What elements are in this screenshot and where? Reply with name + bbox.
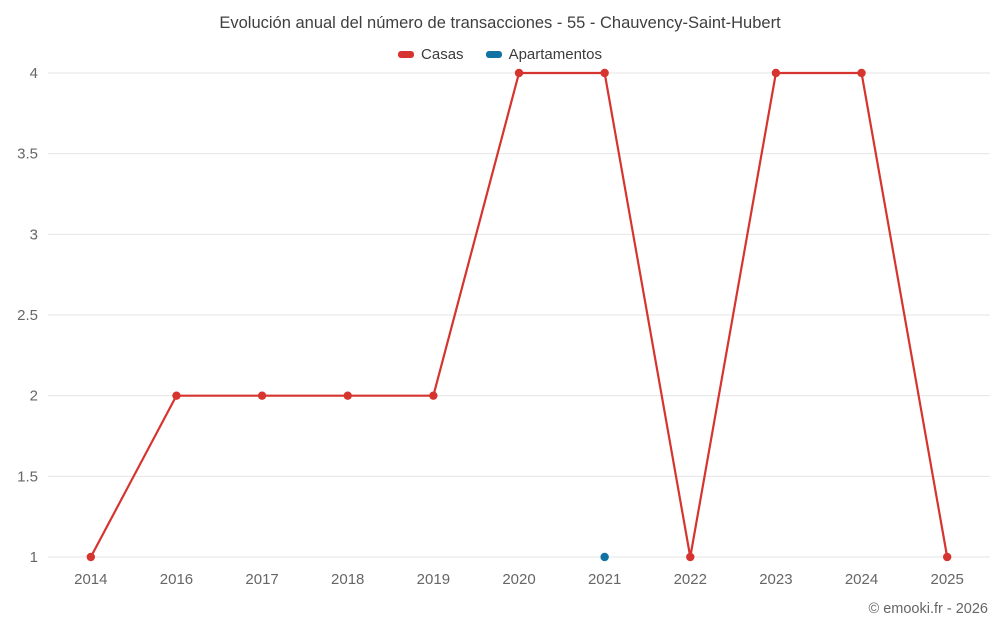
svg-text:4: 4: [30, 65, 38, 82]
svg-text:2020: 2020: [502, 571, 535, 588]
svg-text:2025: 2025: [930, 571, 963, 588]
svg-text:2016: 2016: [160, 571, 193, 588]
legend-label-casas: Casas: [421, 46, 464, 63]
svg-text:2022: 2022: [674, 571, 707, 588]
svg-text:2014: 2014: [74, 571, 107, 588]
svg-text:3.5: 3.5: [17, 146, 38, 163]
svg-text:1: 1: [30, 549, 38, 566]
svg-text:3: 3: [30, 226, 38, 243]
legend-label-apartamentos: Apartamentos: [508, 46, 602, 63]
legend-item-casas[interactable]: Casas: [398, 46, 464, 63]
svg-text:2021: 2021: [588, 571, 621, 588]
svg-text:2017: 2017: [245, 571, 278, 588]
casas-swatch-icon: [398, 51, 415, 58]
chart-title: Evolución anual del número de transaccio…: [219, 14, 781, 32]
footer-credit: © emooki.fr - 2026: [868, 601, 988, 617]
svg-text:2023: 2023: [759, 571, 792, 588]
svg-text:2.5: 2.5: [17, 307, 38, 324]
apartamentos-swatch-icon: [485, 51, 502, 58]
legend-item-apartamentos[interactable]: Apartamentos: [485, 46, 602, 63]
svg-text:2: 2: [30, 388, 38, 405]
chart-legend: Casas Apartamentos: [0, 46, 1000, 63]
svg-text:2019: 2019: [417, 571, 450, 588]
svg-text:2018: 2018: [331, 571, 364, 588]
svg-text:1.5: 1.5: [17, 468, 38, 485]
svg-text:2024: 2024: [845, 571, 878, 588]
